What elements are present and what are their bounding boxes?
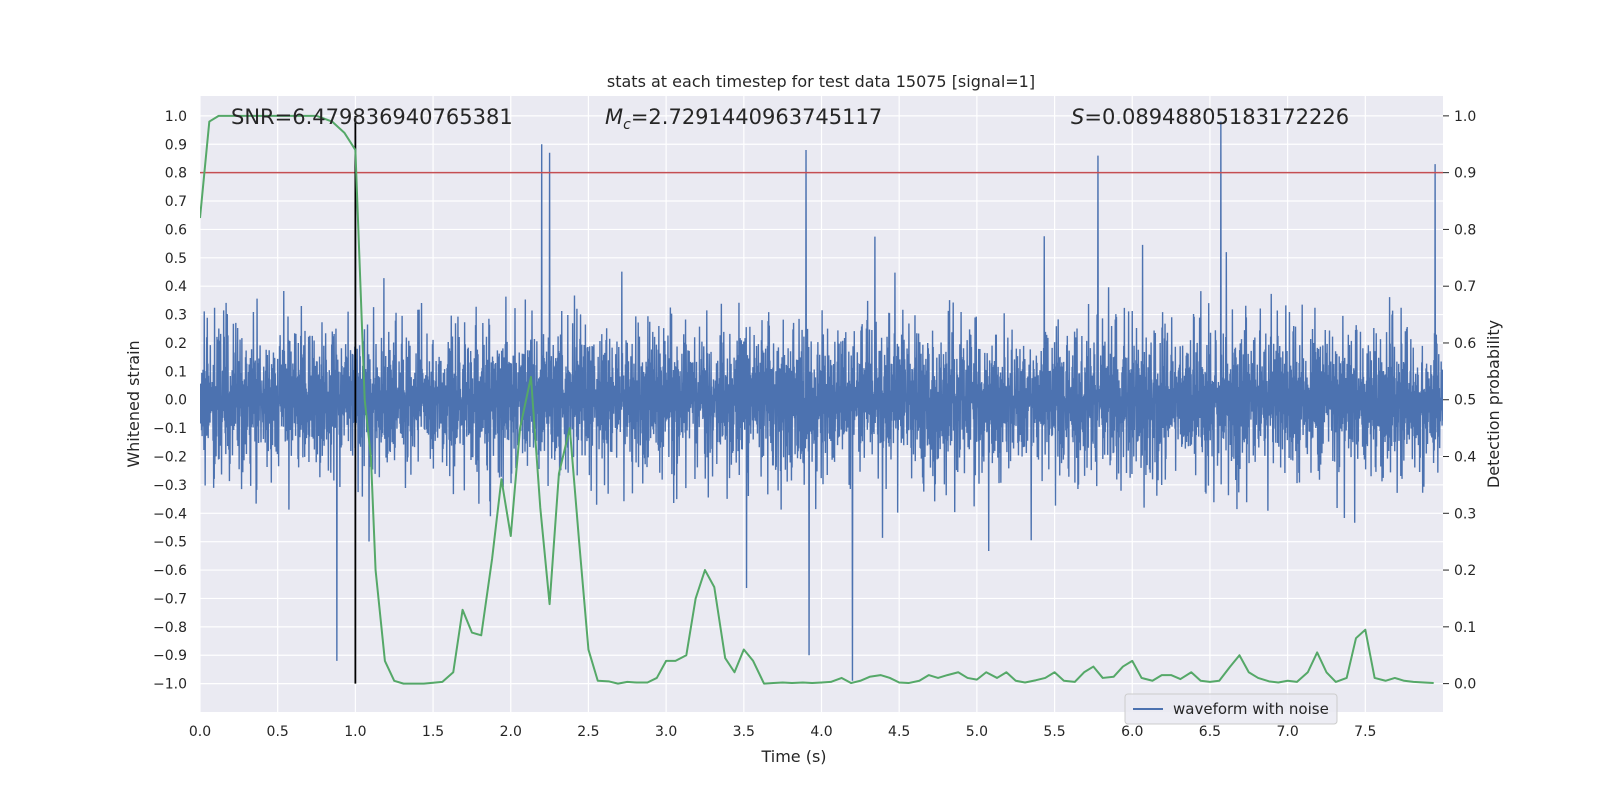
waveform-line [200, 121, 1443, 681]
y-left-tick-label: 1.0 [165, 109, 187, 125]
x-tick-label: 5.5 [1043, 724, 1065, 740]
s-symbol: S [1071, 105, 1084, 129]
y-right-tick-label: 0.2 [1454, 563, 1476, 579]
x-tick-label: 3.0 [655, 724, 677, 740]
axis-ticks: 0.0 0.5 1.0 1.5 2.0 2.5 3.0 3.5 4.0 4.5 5.0 5.5 6.0 6… [153, 109, 1476, 740]
y-right-tick-label: 0.1 [1454, 620, 1476, 636]
y-right-tick-label: 0.6 [1454, 336, 1476, 352]
y-right-tick-label: 0.4 [1454, 450, 1476, 466]
y-right-tick-label: 1.0 [1454, 109, 1476, 125]
y-right-tick-label: 0.8 [1454, 222, 1476, 238]
waveform-series [200, 121, 1443, 681]
x-tick-label: 7.0 [1276, 724, 1298, 740]
y-left-tick-label: 0.8 [165, 166, 187, 182]
y-axis-label-right: Detection probability [1484, 320, 1503, 488]
x-tick-label: 1.5 [422, 724, 444, 740]
y-left-tick-label: −0.3 [153, 478, 187, 494]
x-tick-label: 1.0 [344, 724, 366, 740]
y-left-tick-label: −0.8 [153, 620, 187, 636]
chart-title: stats at each timestep for test data 150… [607, 72, 1035, 91]
detection-probability-line [200, 114, 1434, 685]
y-right-tick-label: 0.3 [1454, 506, 1476, 522]
x-tick-label: 5.0 [966, 724, 988, 740]
s-value: =0.08948805183172226 [1084, 105, 1349, 129]
y-left-tick-label: 0.1 [165, 364, 187, 380]
y-left-tick-label: 0.2 [165, 336, 187, 352]
y-left-tick-label: −0.1 [153, 421, 187, 437]
y-left-tick-label: 0.4 [165, 279, 187, 295]
y-right-tick-label: 0.9 [1454, 166, 1476, 182]
x-tick-label: 3.5 [733, 724, 755, 740]
legend-box [1124, 693, 1338, 725]
y-left-tick-label: 0.7 [165, 194, 187, 210]
probability-series [200, 114, 1434, 685]
x-tick-label: 4.5 [888, 724, 910, 740]
y-right-tick-label: 0.5 [1454, 393, 1476, 409]
x-tick-label: 0.0 [189, 724, 211, 740]
s-annotation: S=0.08948805183172226 [1071, 105, 1349, 129]
y-left-tick-label: −0.2 [153, 450, 187, 466]
x-tick-label: 6.5 [1199, 724, 1221, 740]
y-left-tick-label: 0.9 [165, 137, 187, 153]
x-tick-label: 4.0 [810, 724, 832, 740]
y-left-tick-label: −0.6 [153, 563, 187, 579]
y-axis-label-left: Whitened strain [124, 340, 143, 467]
x-axis-label: Time (s) [760, 747, 826, 766]
snr-annotation: SNR=6.479836940765381 [231, 105, 513, 129]
chirp-mass-annotation: Mc=2.7291440963745117 [605, 105, 882, 133]
reference-lines [200, 115, 1443, 684]
x-tick-label: 2.5 [577, 724, 599, 740]
x-tick-label: 2.0 [500, 724, 522, 740]
y-right-tick-label: 0.7 [1454, 279, 1476, 295]
legend-entry-waveform: waveform with noise [1173, 700, 1329, 718]
legend: waveform with noise [1124, 693, 1338, 725]
x-tick-label: 0.5 [267, 724, 289, 740]
chirp-mass-subscript: c [623, 117, 631, 133]
chirp-mass-symbol: M [605, 105, 623, 129]
y-left-tick-label: −0.5 [153, 535, 187, 551]
y-left-tick-label: 0.5 [165, 251, 187, 267]
y-left-tick-label: 0.6 [165, 222, 187, 238]
y-left-tick-label: −0.7 [153, 591, 187, 607]
y-left-tick-label: −0.9 [153, 648, 187, 664]
x-tick-label: 6.0 [1121, 724, 1143, 740]
y-left-tick-label: 0.3 [165, 308, 187, 324]
y-right-tick-label: 0.0 [1454, 677, 1476, 693]
y-left-tick-label: −1.0 [153, 677, 187, 693]
chirp-mass-value: =2.7291440963745117 [631, 105, 882, 129]
x-tick-label: 7.5 [1354, 724, 1376, 740]
y-left-tick-label: −0.4 [153, 506, 187, 522]
y-left-tick-label: 0.0 [165, 393, 187, 409]
